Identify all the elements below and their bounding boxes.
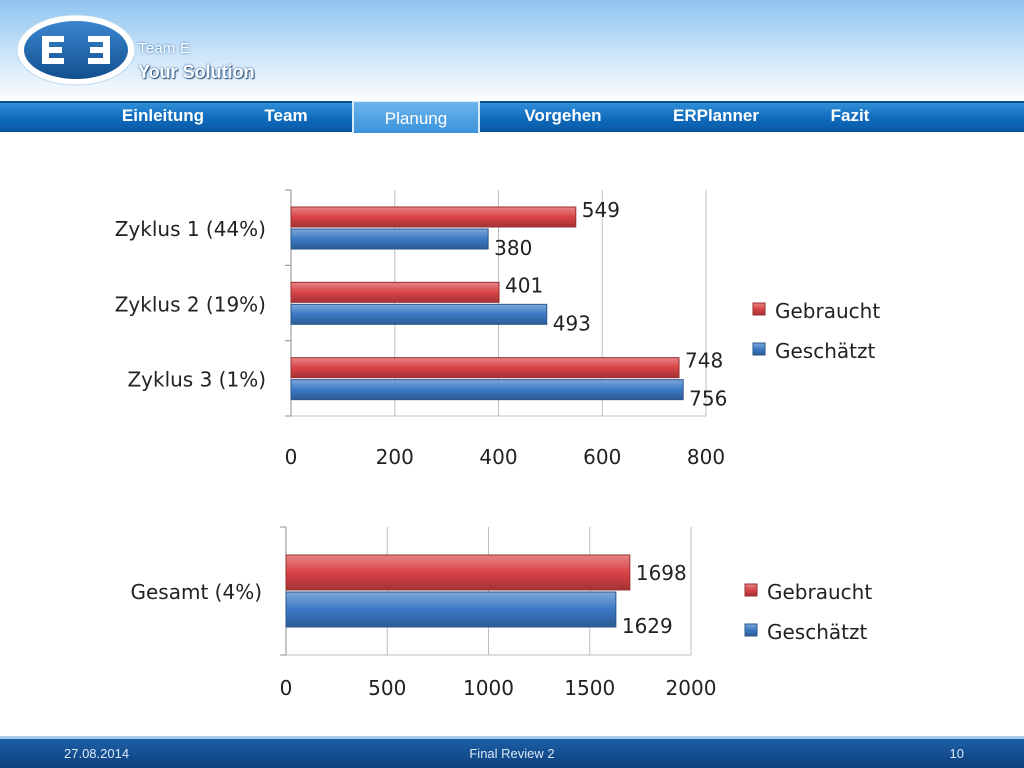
nav-tab-team[interactable]: Team xyxy=(264,106,308,125)
chart1-bar-gebraucht xyxy=(290,206,577,228)
chart1-x-tick-label: 800 xyxy=(687,445,725,469)
footer-title: Final Review 2 xyxy=(469,746,555,761)
chart1-bar-gebraucht xyxy=(290,357,680,379)
chart2-x-tick-label: 500 xyxy=(368,676,406,700)
chart2-legend-label: Gebraucht xyxy=(767,580,872,604)
chart1-data-label: 401 xyxy=(505,273,543,297)
footer-date: 27.08.2014 xyxy=(64,746,130,761)
chart2-x-tick-label: 1000 xyxy=(463,676,514,700)
chart1-data-label: 549 xyxy=(582,198,620,222)
chart2-category-label: Gesamt (4%) xyxy=(131,580,263,604)
chart2-data-label: 1629 xyxy=(622,614,673,638)
nav-bar: Einleitung Team Planung Vorgehen ERPlann… xyxy=(0,101,1024,133)
chart2-x-tick-label: 0 xyxy=(280,676,293,700)
chart1-bar-geschätzt xyxy=(290,379,684,401)
chart1-category-label: Zyklus 1 (44%) xyxy=(115,217,266,241)
chart-zyklen: 0 200 400 600 800 Zyklus 1 (44%) 549 380 Zyklus … xyxy=(115,189,880,469)
brand-team: Team E xyxy=(138,40,191,57)
footer: 27.08.2014 Final Review 2 10 xyxy=(0,736,1024,768)
chart1-legend-label: Geschätzt xyxy=(775,339,875,363)
chart2-bar-geschätzt xyxy=(285,591,617,628)
ee-logo-icon xyxy=(16,14,136,86)
chart2-x-tick-label: 2000 xyxy=(666,676,717,700)
brand-solution: Your Solution xyxy=(138,62,255,82)
chart1-bar-geschätzt xyxy=(290,303,548,325)
chart1-x-tick-label: 0 xyxy=(285,445,298,469)
chart1-data-label: 380 xyxy=(494,236,532,260)
chart2-x-tick-label: 1500 xyxy=(564,676,615,700)
chart1-category-label: Zyklus 3 (1%) xyxy=(127,368,266,392)
chart2-data-label: 1698 xyxy=(636,561,687,585)
chart2-bar-gebraucht xyxy=(285,554,631,591)
chart1-bar-geschätzt xyxy=(290,228,489,250)
chart1-category-label: Zyklus 2 (19%) xyxy=(115,292,266,316)
chart1-data-label: 756 xyxy=(689,387,727,411)
chart1-legend-swatch xyxy=(752,302,766,316)
chart1-data-label: 748 xyxy=(685,349,723,373)
chart1-x-tick-label: 200 xyxy=(376,445,414,469)
nav-tab-planung[interactable]: Planung xyxy=(352,101,480,133)
header: Team E Your Solution xyxy=(0,0,1024,104)
chart2-legend-swatch xyxy=(744,623,758,637)
chart1-data-label: 493 xyxy=(553,311,591,335)
chart1-legend-label: Gebraucht xyxy=(775,299,880,323)
chart1-bar-gebraucht xyxy=(290,281,500,303)
chart1-legend-swatch xyxy=(752,342,766,356)
chart2-legend-label: Geschätzt xyxy=(767,620,867,644)
nav-tab-erplanner[interactable]: ERPlanner xyxy=(673,106,759,125)
chart1-x-tick-label: 600 xyxy=(583,445,621,469)
chart1-x-tick-label: 400 xyxy=(479,445,517,469)
nav-tab-einleitung[interactable]: Einleitung xyxy=(121,106,205,125)
footer-page-number: 10 xyxy=(949,746,964,761)
nav-tab-fazit[interactable]: Fazit xyxy=(830,106,870,125)
chart2-legend-swatch xyxy=(744,583,758,597)
nav-tab-vorgehen[interactable]: Vorgehen xyxy=(524,106,602,125)
